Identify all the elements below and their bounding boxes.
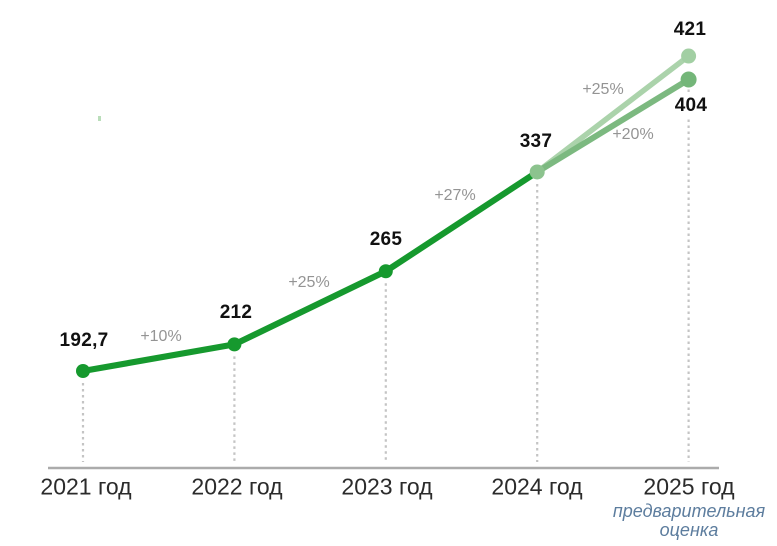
growth-label-2024-2025-high: +25%: [582, 81, 624, 98]
growth-label-2023-2024: +27%: [434, 187, 476, 204]
stray-mark: [98, 116, 101, 121]
value-label-2024: 337: [519, 131, 553, 152]
value-label-2023: 265: [369, 229, 403, 250]
growth-label-2021-2022: +10%: [140, 328, 182, 345]
value-label-2022: 212: [219, 302, 253, 323]
axis-label-2025: 2025 год: [643, 473, 735, 500]
axis-label-2024: 2024 год: [491, 473, 583, 500]
value-label-2025-low: 404: [671, 95, 711, 117]
footnote-preliminary-estimate: предварительная оценка: [612, 501, 766, 540]
growth-label-2022-2023: +25%: [288, 274, 330, 291]
value-label-2021: 192,7: [59, 330, 109, 351]
growth-label-2024-2025-low: +20%: [612, 126, 654, 143]
axis-label-2022: 2022 год: [191, 473, 283, 500]
axis-label-2023: 2023 год: [341, 473, 433, 500]
axis-label-2021: 2021 год: [40, 473, 132, 500]
value-label-2025-high: 421: [673, 19, 707, 40]
